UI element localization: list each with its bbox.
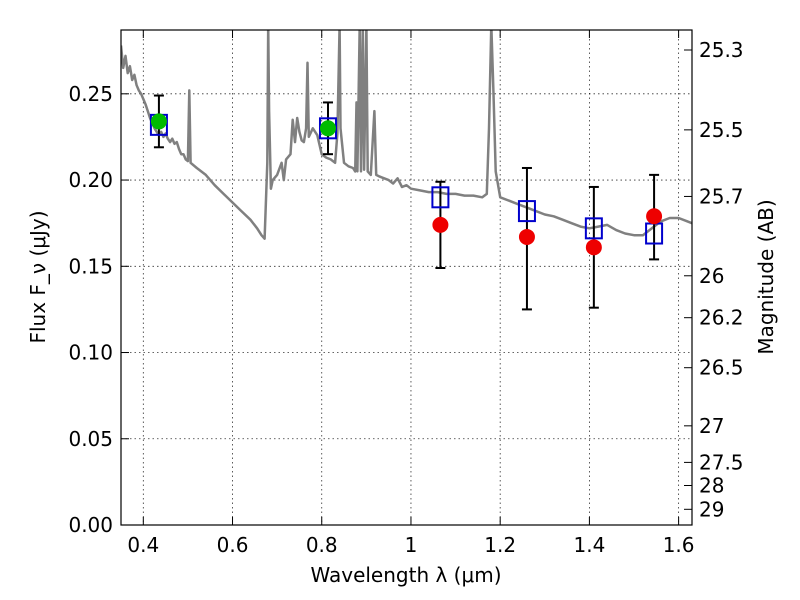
x-tick-label: 1.2: [484, 533, 516, 557]
right-tick-label: 29: [699, 497, 724, 521]
y-axis-label: Flux F_ν (μJy): [26, 210, 50, 343]
right-axis-label: Magnitude (AB): [754, 199, 778, 354]
error-bars: [153, 94, 660, 311]
model-photometry-square: [431, 186, 450, 209]
x-tick-label: 1: [405, 533, 418, 557]
plot-frame: [120, 29, 693, 526]
observed-point-nir: [646, 208, 663, 225]
x-tick-label: 0.4: [127, 533, 159, 557]
observed-photometry-markers: [150, 113, 663, 256]
right-tick-label: 27.5: [699, 450, 744, 474]
y-tick-label: 0.10: [68, 341, 113, 365]
y-tick-label: 0.25: [68, 82, 113, 106]
observed-point-nir: [432, 216, 449, 233]
x-tick-label: 0.8: [306, 533, 338, 557]
x-axis-ticks: 0.4 0.6 0.8 1 1.2 1.4 1.6: [127, 30, 695, 557]
y-tick-label: 0.15: [68, 254, 113, 278]
y-axis-ticks: 0.00 0.05 0.10 0.15 0.20 0.25: [68, 82, 129, 537]
x-axis-label: Wavelength λ (μm): [310, 563, 501, 587]
x-tick-label: 1.6: [663, 533, 695, 557]
right-tick-label: 26: [699, 264, 724, 288]
right-tick-label: 28: [699, 474, 724, 498]
right-tick-label: 25.7: [699, 184, 744, 208]
grid: [121, 30, 692, 526]
x-tick-label: 1.4: [573, 533, 605, 557]
right-tick-label: 27: [699, 414, 724, 438]
y-tick-label: 0.20: [68, 168, 113, 192]
model-photometry-markers: [149, 113, 664, 245]
observed-point-optical: [150, 113, 167, 130]
y-tick-label: 0.05: [68, 427, 113, 451]
model-photometry-square: [584, 217, 603, 240]
right-tick-label: 25.3: [699, 38, 744, 62]
observed-point-nir: [518, 228, 535, 245]
observed-point-nir: [585, 239, 602, 256]
model-spectrum-line: [121, 30, 692, 240]
right-tick-label: 25.5: [699, 118, 744, 142]
right-tick-label: 26.2: [699, 306, 744, 330]
x-tick-label: 0.6: [217, 533, 249, 557]
model-photometry-square: [517, 200, 536, 223]
right-tick-label: 26.5: [699, 356, 744, 380]
observed-point-optical: [319, 120, 336, 137]
model-spectrum: [121, 30, 692, 240]
y-tick-label: 0.00: [68, 513, 113, 537]
